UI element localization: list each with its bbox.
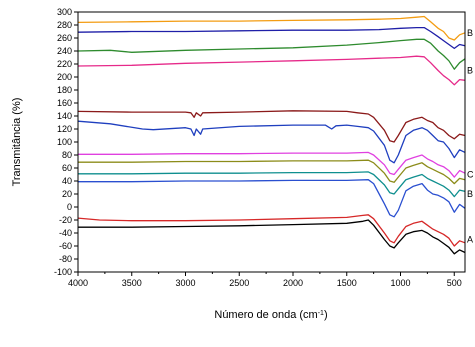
y-tick-label: 200 xyxy=(57,72,72,82)
y-axis-title: Transmitância (%) xyxy=(11,98,23,187)
x-tick-label: 4000 xyxy=(68,278,88,288)
series-edge-label: A xyxy=(467,235,473,245)
x-axis-title-end: ) xyxy=(324,309,328,321)
x-tick-label: 500 xyxy=(447,278,462,288)
x-axis-title-superscript: -1 xyxy=(318,310,324,317)
x-tick-label: 3000 xyxy=(175,278,195,288)
y-tick-label: 100 xyxy=(57,137,72,147)
x-tick-label: 2000 xyxy=(283,278,303,288)
y-tick-label: -20 xyxy=(59,215,72,225)
series-line-9 xyxy=(78,171,466,198)
y-tick-label: 60 xyxy=(62,163,72,173)
y-tick-label: 80 xyxy=(62,150,72,160)
series-line-3 xyxy=(77,38,466,70)
plot-area xyxy=(78,12,465,272)
y-tick-label: 280 xyxy=(57,20,72,30)
y-tick-label: 0 xyxy=(67,202,72,212)
series-layer xyxy=(77,15,466,255)
y-tick-label: 40 xyxy=(62,176,72,186)
y-tick-label: 260 xyxy=(57,33,72,43)
y-tick-label: 20 xyxy=(62,189,72,199)
y-tick-label: -80 xyxy=(59,254,72,264)
axes-layer: 4000 3500 3000 2500 2000 1500 1000 500-100-80-6… xyxy=(54,7,466,288)
series-line-7 xyxy=(78,151,466,178)
x-tick-label: 2500 xyxy=(229,278,249,288)
y-tick-label: 240 xyxy=(57,46,72,56)
series-line-10 xyxy=(78,179,466,218)
y-tick-label: 120 xyxy=(57,124,72,134)
x-tick-label: 1000 xyxy=(390,278,410,288)
series-line-4 xyxy=(77,55,466,86)
series-line-12 xyxy=(78,219,466,255)
y-tick-label: 180 xyxy=(57,85,72,95)
series-line-2 xyxy=(77,26,466,50)
y-tick-label: -40 xyxy=(59,228,72,238)
series-line-5 xyxy=(77,110,466,143)
series-edge-label: C xyxy=(467,170,474,180)
y-tick-label: -60 xyxy=(59,241,72,251)
x-axis-title: Número de onda (cm-1) xyxy=(214,309,327,321)
x-tick-label: 3500 xyxy=(122,278,142,288)
y-tick-label: 140 xyxy=(57,111,72,121)
series-line-11 xyxy=(77,214,466,247)
y-tick-label: 160 xyxy=(57,98,72,108)
series-edge-label: B xyxy=(467,28,473,38)
series-line-6 xyxy=(77,120,466,164)
y-tick-label: -100 xyxy=(54,267,72,277)
series-edge-label: B xyxy=(467,189,473,199)
series-line-8 xyxy=(78,159,466,185)
x-axis-title-main: Número de onda (cm xyxy=(214,309,317,321)
series-edge-label: B xyxy=(467,66,473,76)
y-tick-label: 220 xyxy=(57,59,72,69)
x-tick-label: 1500 xyxy=(337,278,357,288)
series-line-1 xyxy=(77,15,466,41)
y-tick-label: 300 xyxy=(57,7,72,17)
